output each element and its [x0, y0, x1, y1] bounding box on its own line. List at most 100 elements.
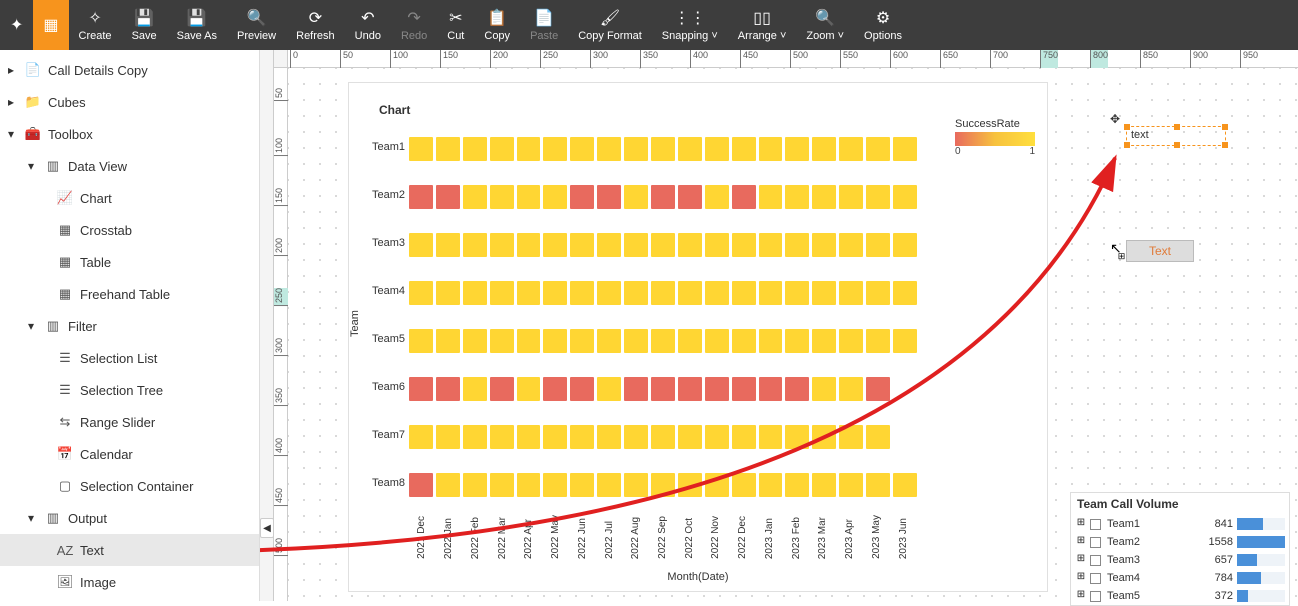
cut-icon: ✂ [449, 8, 462, 28]
chart-legend: SuccessRate 01 [955, 118, 1035, 157]
undo-icon: ↶ [361, 8, 374, 28]
selected-text-object[interactable]: text [1126, 126, 1226, 146]
y-axis-label: Team [349, 310, 361, 337]
save-icon: 💾 [134, 8, 154, 28]
copy-button[interactable]: 📋Copy [474, 0, 520, 50]
tree-group-output[interactable]: ▥Output [0, 502, 259, 534]
preview-button[interactable]: 🔍Preview [227, 0, 286, 50]
design-mode-button[interactable]: ▦ [33, 0, 68, 50]
group-icon: ▥ [44, 510, 62, 526]
main-toolbar: ✦ ▦ ✧Create 💾Save 💾Save As 🔍Preview ⟳Ref… [0, 0, 1298, 50]
vertical-ruler: 50100150200250300350400450500 [274, 68, 288, 601]
toolbox-icon: 🧰 [24, 126, 42, 142]
tree-item-selection-container[interactable]: ▢Selection Container [0, 470, 259, 502]
image-icon: 🖼 [56, 574, 74, 590]
refresh-button[interactable]: ⟳Refresh [286, 0, 345, 50]
wand-icon: ✦ [10, 15, 23, 35]
legend-gradient [955, 132, 1035, 146]
collapse-icon [28, 511, 42, 525]
zoom-button[interactable]: 🔍Zoom ˅ [796, 0, 854, 50]
tcv-row[interactable]: ⊞Team21558 [1071, 533, 1289, 551]
gear-icon: ⚙ [876, 8, 890, 28]
create-button[interactable]: ✧Create [69, 0, 122, 50]
collapse-icon [28, 319, 42, 333]
group-icon: ▥ [44, 158, 62, 174]
zoom-icon: 🔍 [815, 8, 835, 28]
collapse-sidebar-button[interactable]: ◀ [260, 518, 274, 538]
tree-item-image[interactable]: 🖼Image [0, 566, 259, 598]
redo-button[interactable]: ↷Redo [391, 0, 437, 50]
chevron-down-icon: ˅ [780, 30, 786, 42]
tree-item-chart[interactable]: 📈Chart [0, 182, 259, 214]
heatmap-plot: Team1Team2Team3Team4Team5Team6Team7Team8 [409, 133, 917, 501]
tree-group-filter[interactable]: ▥Filter [0, 310, 259, 342]
tcv-row[interactable]: ⊞Team3657 [1071, 551, 1289, 569]
expand-icon [8, 63, 22, 77]
legend-title: SuccessRate [955, 118, 1035, 130]
tcv-row[interactable]: ⊞Team1841 [1071, 515, 1289, 533]
collapse-icon [28, 159, 42, 173]
tree-item-call-details[interactable]: 📄Call Details Copy [0, 54, 259, 86]
chart-title: Chart [379, 103, 410, 117]
chart-icon: 📈 [56, 190, 74, 206]
x-axis-label: Month(Date) [349, 571, 1047, 583]
paste-icon: 📄 [534, 8, 554, 28]
list-icon: ☰ [56, 350, 74, 366]
arrange-button[interactable]: ▯▯Arrange ˅ [728, 0, 797, 50]
design-canvas[interactable]: Chart SuccessRate 01 Team Team1Team2Team… [288, 68, 1298, 601]
tree-icon: ☰ [56, 382, 74, 398]
crosstab-icon: ▦ [56, 222, 74, 238]
text-icon: AZ [56, 543, 74, 558]
tree-item-crosstab[interactable]: ▦Crosstab [0, 214, 259, 246]
paste-button[interactable]: 📄Paste [520, 0, 568, 50]
expand-icon [8, 95, 22, 109]
tree-item-selection-list[interactable]: ☰Selection List [0, 342, 259, 374]
group-icon: ▥ [44, 318, 62, 334]
tree-group-data-view[interactable]: ▥Data View [0, 150, 259, 182]
document-icon: 📄 [24, 62, 42, 78]
chevron-down-icon: ˅ [711, 30, 717, 42]
tcv-row[interactable]: ⊞Team4784 [1071, 569, 1289, 587]
options-button[interactable]: ⚙Options [854, 0, 912, 50]
tree-item-cubes[interactable]: 📁Cubes [0, 86, 259, 118]
calendar-icon: 📅 [56, 446, 74, 462]
cut-button[interactable]: ✂Cut [437, 0, 474, 50]
tree-item-table[interactable]: ▦Table [0, 246, 259, 278]
cursor-icon: ↖⊞ [1110, 240, 1129, 257]
team-call-volume-widget[interactable]: Team Call Volume ⊞Team1841⊞Team21558⊞Tea… [1070, 492, 1290, 606]
layout-icon: ▦ [43, 15, 58, 35]
copy-icon: 📋 [487, 8, 507, 28]
x-axis-ticks: 2021 Dec2022 Jan2022 Feb2022 Mar2022 Apr… [409, 503, 917, 559]
save-button[interactable]: 💾Save [122, 0, 167, 50]
tree-item-range-slider[interactable]: ⇆Range Slider [0, 406, 259, 438]
move-icon: ✥ [1110, 112, 1120, 126]
tree-item-freehand-table[interactable]: ▦Freehand Table [0, 278, 259, 310]
horizontal-ruler: 0501001502002503003504004505005506006507… [288, 50, 1298, 68]
save-as-button[interactable]: 💾Save As [167, 0, 227, 50]
brush-icon: 🖌 [600, 8, 620, 28]
slider-icon: ⇆ [56, 414, 74, 430]
collapse-icon [8, 127, 22, 141]
drag-ghost-text: Text [1126, 240, 1194, 262]
chevron-down-icon: ˅ [838, 30, 844, 42]
arrange-icon: ▯▯ [753, 8, 771, 28]
tree-item-toolbox[interactable]: 🧰Toolbox [0, 118, 259, 150]
undo-button[interactable]: ↶Undo [345, 0, 391, 50]
copy-format-button[interactable]: 🖌Copy Format [568, 0, 652, 50]
ruler-corner [274, 50, 288, 68]
text-object-content: text [1131, 129, 1149, 141]
tree-item-calendar[interactable]: 📅Calendar [0, 438, 259, 470]
component-tree: 📄Call Details Copy 📁Cubes 🧰Toolbox ▥Data… [0, 50, 260, 601]
tree-item-text[interactable]: AZText [0, 534, 259, 566]
snapping-button[interactable]: ⋮⋮Snapping ˅ [652, 0, 728, 50]
refresh-icon: ⟳ [309, 8, 322, 28]
chart-widget[interactable]: Chart SuccessRate 01 Team Team1Team2Team… [348, 82, 1048, 592]
folder-icon: 📁 [24, 94, 42, 110]
table-icon: ▦ [56, 254, 74, 270]
tcv-row[interactable]: ⊞Team5372 [1071, 587, 1289, 605]
save-as-icon: 💾 [187, 8, 207, 28]
logo-button[interactable]: ✦ [0, 0, 33, 50]
freehand-icon: ▦ [56, 286, 74, 302]
tree-item-selection-tree[interactable]: ☰Selection Tree [0, 374, 259, 406]
redo-icon: ↷ [407, 8, 420, 28]
